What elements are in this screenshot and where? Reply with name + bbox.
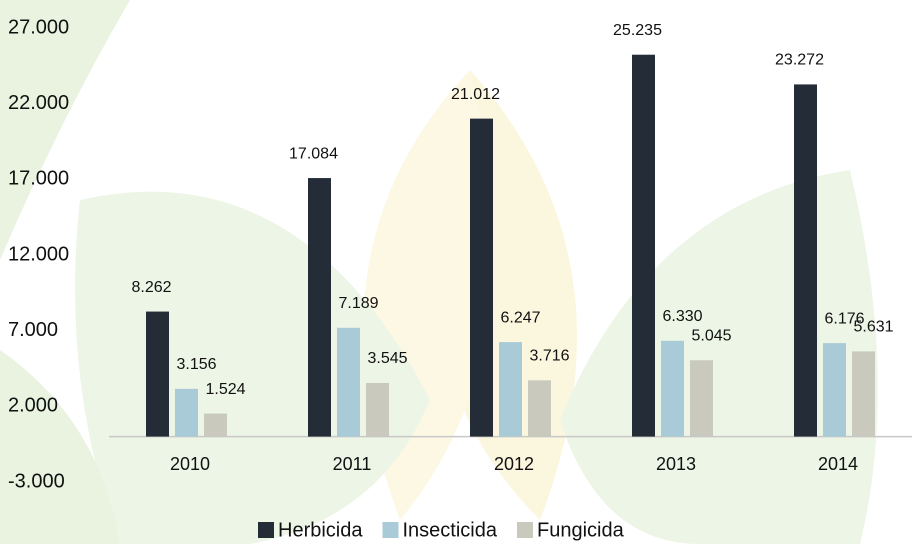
value-label: 6.330 — [662, 308, 702, 325]
bar — [175, 389, 198, 437]
legend-label: Insecticida — [402, 519, 497, 541]
value-label: 23.272 — [775, 52, 824, 69]
value-label: 3.545 — [367, 350, 407, 367]
bar — [794, 84, 817, 436]
y-tick-label: 7.000 — [8, 319, 58, 341]
bar — [632, 55, 655, 437]
value-label: 25.235 — [613, 22, 662, 39]
value-label: 5.045 — [691, 327, 731, 344]
background-leaves — [0, 0, 878, 544]
bar — [690, 360, 713, 436]
y-tick-label: 17.000 — [8, 168, 69, 190]
legend-swatch — [517, 522, 533, 538]
value-label: 8.262 — [131, 279, 171, 296]
x-tick-label: 2012 — [494, 454, 534, 474]
chart: -3.000 2.000 7.000 12.000 17.000 22.000 27.000… — [0, 0, 912, 544]
value-label: 7.189 — [338, 295, 378, 312]
bar — [661, 341, 684, 437]
value-label: 3.716 — [529, 348, 569, 365]
x-tick-label: 2014 — [818, 454, 858, 474]
value-label: 6.247 — [500, 309, 540, 326]
bar — [499, 342, 522, 437]
legend-swatch — [382, 522, 398, 538]
legend-label: Fungicida — [537, 519, 625, 541]
bar — [528, 380, 551, 436]
bar — [308, 178, 331, 437]
legend-label: Herbicida — [278, 519, 363, 541]
value-label: 5.631 — [853, 319, 893, 336]
bar — [337, 328, 360, 437]
bar — [366, 383, 389, 437]
value-label: 3.156 — [176, 356, 216, 373]
value-label: 1.524 — [205, 381, 245, 398]
y-tick-label: 12.000 — [8, 243, 69, 265]
bar — [204, 414, 227, 437]
x-tick-label: 2011 — [333, 454, 372, 474]
bar — [146, 312, 169, 437]
y-tick-label: 27.000 — [8, 16, 69, 38]
x-tick-label: 2010 — [170, 454, 210, 474]
bar — [470, 119, 493, 437]
value-label: 17.084 — [289, 145, 338, 162]
x-tick-label: 2013 — [656, 454, 696, 474]
y-tick-label: -3.000 — [8, 470, 65, 492]
legend-swatch — [258, 522, 274, 538]
bar — [852, 351, 875, 436]
bar — [823, 343, 846, 436]
value-label: 21.012 — [451, 86, 500, 103]
y-tick-label: 2.000 — [8, 395, 58, 417]
y-tick-label: 22.000 — [8, 92, 69, 114]
page: {"chart_data": {"type": "bar", "categori… — [0, 0, 912, 544]
